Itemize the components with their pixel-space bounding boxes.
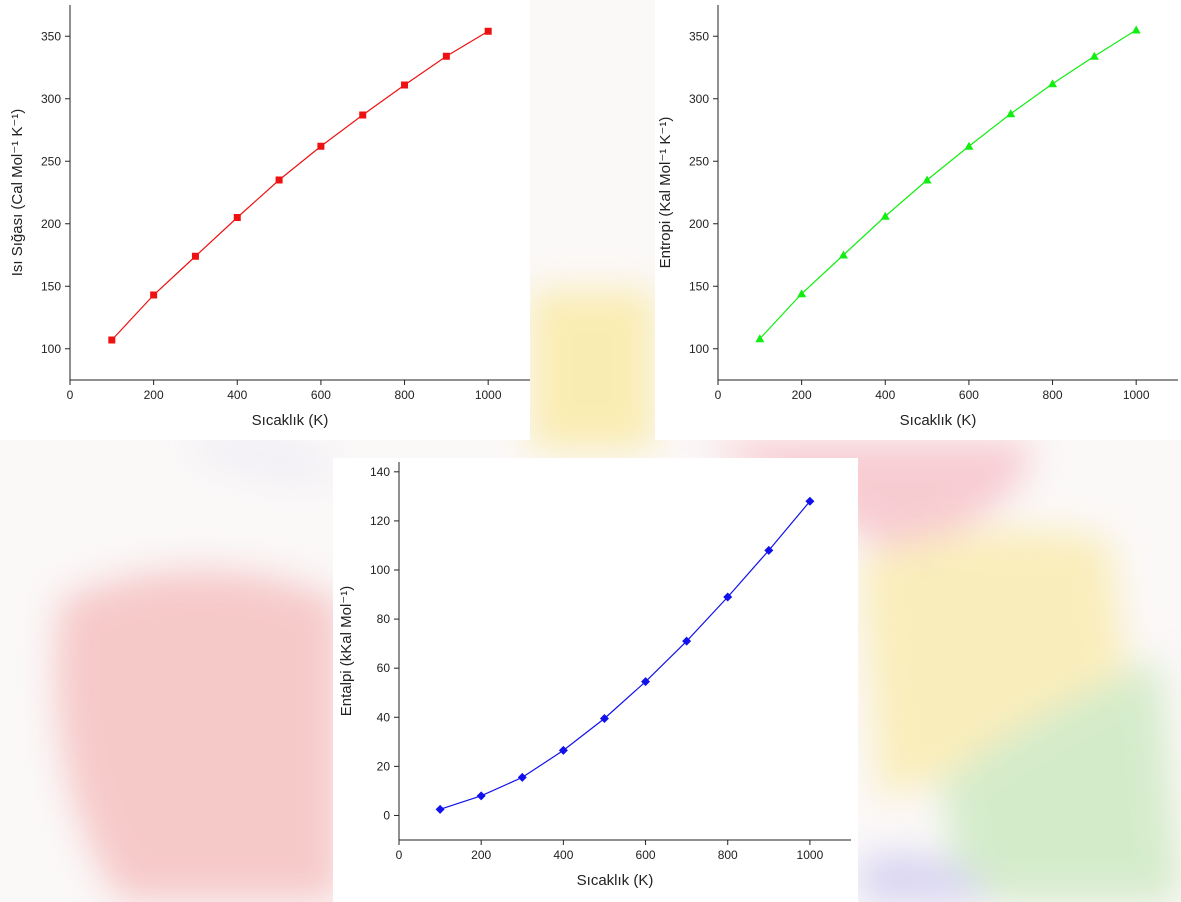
y-tick-label: 150 [689, 279, 709, 293]
x-tick-label: 1000 [475, 388, 502, 402]
x-tick-label: 600 [959, 388, 979, 402]
y-tick-label: 0 [383, 808, 390, 822]
marker [401, 81, 409, 89]
marker [964, 141, 974, 150]
y-tick-label: 350 [689, 29, 709, 43]
marker [599, 714, 609, 723]
x-tick-label: 200 [471, 848, 491, 862]
x-axis-label: Sıcaklık (K) [252, 412, 329, 429]
marker [922, 175, 932, 184]
marker [476, 791, 486, 801]
marker [435, 804, 445, 814]
marker [723, 592, 733, 602]
marker [484, 27, 492, 35]
chart-panel [0, 0, 530, 440]
y-axis-label: Isı Sığası (Cal Mol⁻¹ K⁻¹) [9, 109, 26, 277]
marker [805, 496, 815, 506]
marker [191, 252, 199, 260]
y-tick-label: 300 [689, 92, 709, 106]
marker [558, 745, 568, 755]
shape [940, 660, 1181, 902]
marker [359, 111, 367, 119]
x-tick-label: 400 [875, 388, 895, 402]
y-tick-label: 40 [377, 710, 391, 724]
marker [442, 52, 450, 60]
marker [880, 211, 890, 220]
y-tick-label: 100 [41, 342, 61, 356]
shape [56, 570, 340, 900]
marker [797, 289, 807, 298]
shape [860, 528, 1130, 800]
y-tick-label: 80 [377, 612, 391, 626]
marker [275, 176, 283, 184]
marker [1048, 79, 1058, 88]
chart-panel [655, 0, 1181, 440]
line [759, 29, 1137, 340]
x-tick-label: 0 [715, 388, 722, 402]
x-tick-label: 400 [553, 848, 573, 862]
x-axis-label: Sıcaklık (K) [577, 872, 654, 889]
x-tick-label: 1000 [1123, 388, 1150, 402]
marker [1089, 51, 1099, 60]
marker [233, 214, 241, 221]
shape [530, 290, 655, 450]
y-tick-label: 200 [41, 217, 61, 231]
marker [838, 250, 848, 259]
y-tick-label: 140 [370, 465, 390, 479]
y-tick-label: 200 [689, 217, 709, 231]
y-tick-label: 100 [370, 563, 390, 577]
x-tick-label: 0 [67, 388, 74, 402]
x-tick-label: 800 [718, 848, 738, 862]
y-tick-label: 250 [689, 154, 709, 168]
x-tick-label: 1000 [797, 848, 824, 862]
background-shapes [56, 290, 1181, 902]
y-tick-label: 100 [689, 342, 709, 356]
y-tick-label: 120 [370, 514, 390, 528]
marker [764, 545, 774, 555]
chart-panel [333, 458, 858, 902]
line [111, 30, 489, 341]
x-axis-label: Sıcaklık (K) [900, 412, 977, 429]
y-tick-label: 150 [41, 279, 61, 293]
marker [317, 142, 325, 150]
y-axis-label: Entalpi (kKal Mol⁻¹) [338, 586, 355, 716]
x-tick-label: 200 [792, 388, 812, 402]
x-tick-label: 600 [636, 848, 656, 862]
marker [150, 291, 158, 299]
marker [641, 677, 651, 687]
marker [755, 334, 765, 343]
marker [108, 336, 116, 344]
x-tick-label: 0 [396, 848, 403, 862]
x-tick-label: 200 [144, 388, 164, 402]
shape [180, 434, 340, 480]
y-tick-label: 300 [41, 92, 61, 106]
y-axis-label: Entropi (Kal Mol⁻¹ K⁻¹) [657, 117, 674, 269]
x-tick-label: 400 [227, 388, 247, 402]
x-tick-label: 600 [311, 388, 331, 402]
y-tick-label: 250 [41, 154, 61, 168]
y-tick-label: 20 [377, 759, 391, 773]
marker [682, 636, 692, 646]
marker [517, 772, 527, 782]
y-tick-label: 350 [41, 29, 61, 43]
marker [1006, 109, 1016, 118]
line [439, 500, 811, 810]
shape [860, 853, 990, 902]
y-tick-label: 60 [377, 661, 391, 675]
x-tick-label: 800 [395, 388, 415, 402]
marker [1131, 25, 1141, 34]
x-tick-label: 800 [1043, 388, 1063, 402]
